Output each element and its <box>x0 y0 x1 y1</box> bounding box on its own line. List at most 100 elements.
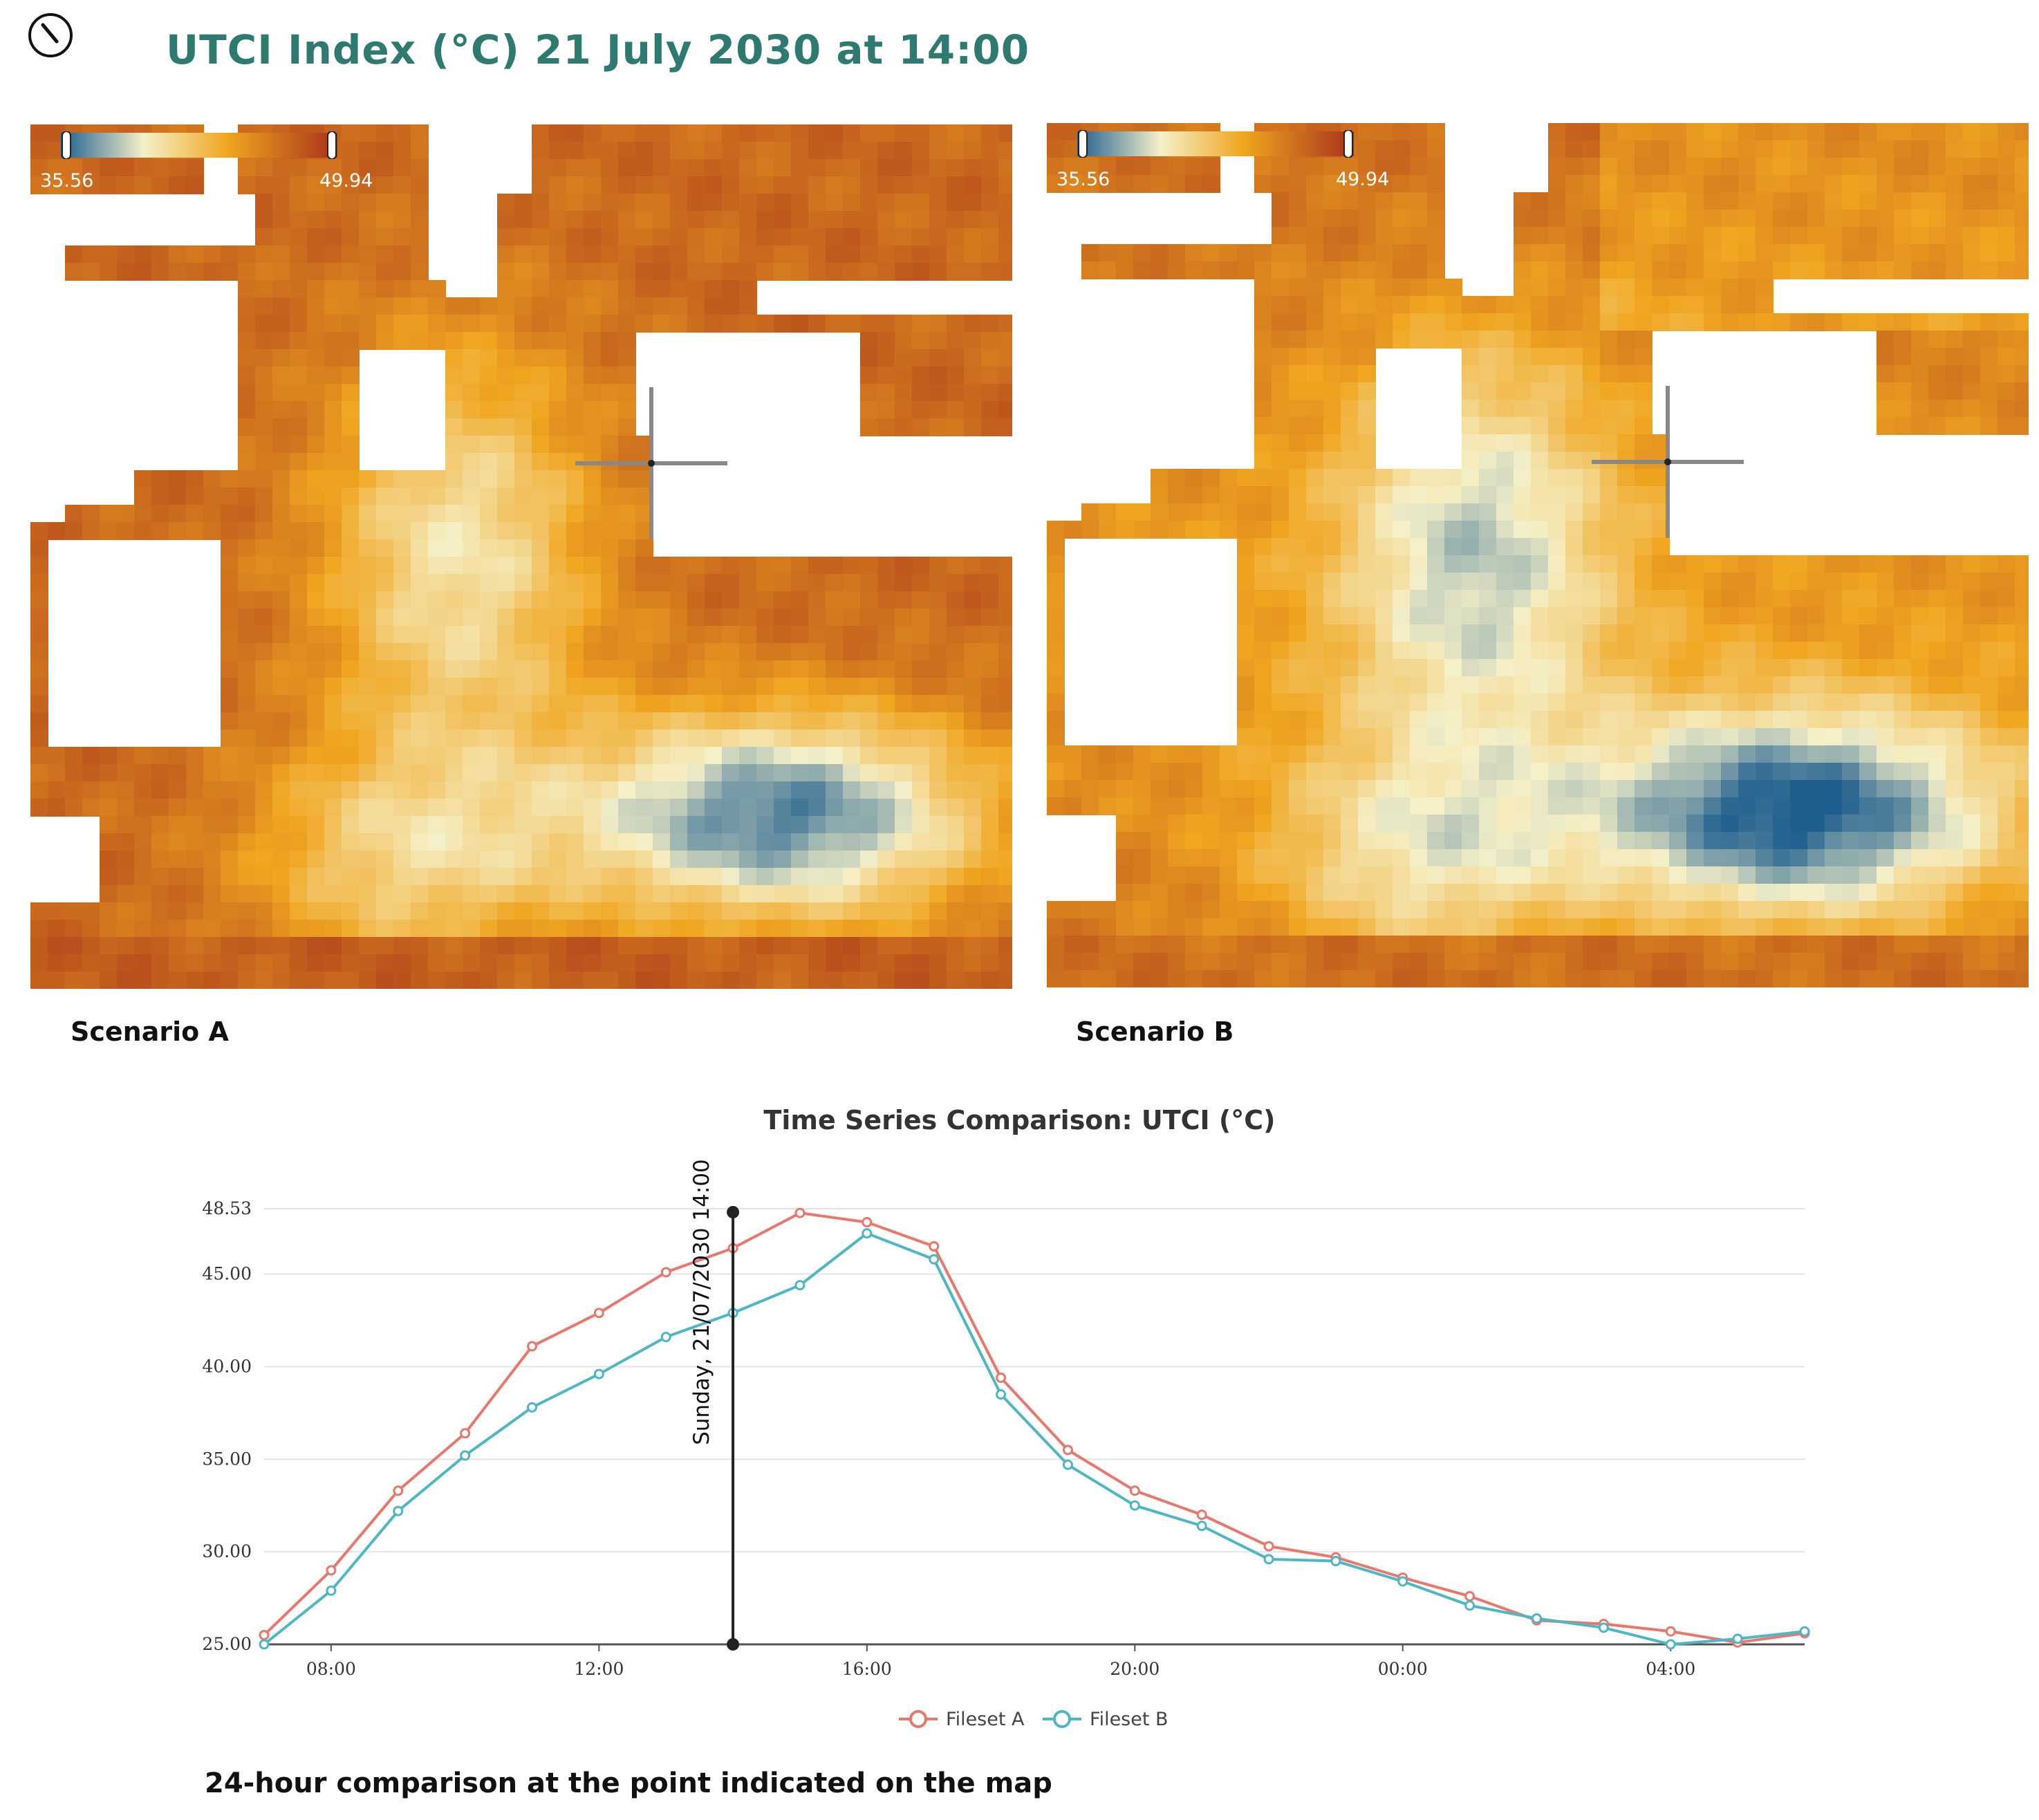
heatmap-cell <box>1272 607 1289 625</box>
heatmap-cell <box>30 902 48 920</box>
heatmap-cell <box>1790 175 1808 193</box>
heatmap-cell <box>1686 607 1704 625</box>
heatmap-cell <box>601 695 619 713</box>
heatmap-cell <box>895 124 913 142</box>
heatmap-cell <box>566 263 584 281</box>
heatmap-cell <box>514 436 532 454</box>
heatmap-cell <box>1652 642 1670 660</box>
heatmap-cell <box>1877 590 1894 608</box>
heatmap-cell <box>566 488 584 505</box>
heatmap-cell <box>428 730 446 748</box>
heatmap-cell <box>739 124 757 142</box>
heatmap-cell <box>1963 676 1981 694</box>
heatmap-cell <box>1859 918 1877 936</box>
heatmap-cell <box>1583 313 1601 331</box>
heatmap-cell <box>186 470 204 488</box>
heatmap-cell <box>1807 590 1825 608</box>
heatmap-cell <box>964 660 982 678</box>
heatmap-cell <box>324 851 342 869</box>
heatmap-cell <box>238 557 256 575</box>
scenario-a-map[interactable]: 35.56 49.94 <box>30 124 1012 989</box>
heatmap-cell <box>1600 296 1618 314</box>
scenario-b-map[interactable]: 35.56 49.94 <box>1047 123 2029 987</box>
heatmap-cell <box>1998 866 2015 884</box>
heatmap-cell <box>1738 261 1756 279</box>
heatmap-cell <box>359 833 377 851</box>
heatmap-cell <box>1756 313 1773 331</box>
heatmap-cell <box>1963 365 1981 383</box>
heatmap-cell <box>1669 227 1687 245</box>
heatmap-cell <box>151 920 169 938</box>
heatmap-cell <box>342 332 360 350</box>
heatmap-cell <box>186 799 204 817</box>
heatmap-cell <box>393 747 411 765</box>
heatmap-cell <box>514 315 532 333</box>
heatmap-cell <box>722 920 740 938</box>
heatmap-cell <box>1600 745 1618 763</box>
heatmap-cell <box>497 194 515 212</box>
heatmap-cell <box>895 695 913 713</box>
heatmap-cell <box>1600 849 1618 867</box>
heatmap-cell <box>393 263 411 281</box>
heatmap-cell <box>808 159 826 177</box>
heatmap-cell <box>1496 624 1514 642</box>
heatmap-cell <box>203 851 221 869</box>
heatmap-cell <box>1565 797 1583 815</box>
heatmap-cell <box>1583 676 1601 694</box>
heatmap-cell <box>272 660 290 678</box>
heatmap-cell <box>722 678 740 696</box>
heatmap-cell <box>290 833 308 851</box>
heatmap-cell <box>791 799 809 817</box>
heatmap-cell <box>601 833 619 851</box>
heatmap-cell <box>756 591 774 609</box>
heatmap-cell <box>1583 970 1601 987</box>
heatmap-cell <box>1963 140 1981 158</box>
heatmap-cell <box>566 194 584 212</box>
heatmap-cell <box>445 384 463 402</box>
heatmap-cell <box>1721 573 1739 591</box>
y-tick-label: 48.53 <box>202 1198 252 1218</box>
heatmap-cell <box>1600 676 1618 694</box>
heatmap-cell <box>1410 728 1428 746</box>
heatmap-cell <box>1168 970 1186 987</box>
heatmap-cell <box>1272 884 1289 902</box>
heatmap-cell <box>1980 210 1998 228</box>
heatmap-cell <box>843 885 861 903</box>
heatmap-cell <box>981 124 999 142</box>
heatmap-cell <box>947 799 965 817</box>
heatmap-cell <box>1686 832 1704 850</box>
heatmap-cell <box>549 643 567 661</box>
heatmap-cell <box>1790 797 1808 815</box>
legend-marker <box>909 1710 927 1728</box>
heatmap-cell <box>1877 573 1894 591</box>
heatmap-cell <box>1946 348 1964 366</box>
heatmap-cell <box>411 263 429 281</box>
heatmap-cell <box>169 747 187 765</box>
heatmap-cell <box>1393 711 1410 729</box>
heatmap-cell <box>635 902 653 920</box>
heatmap-cell <box>1946 763 1964 781</box>
heatmap-cell <box>860 730 878 748</box>
heatmap-cell <box>687 937 705 955</box>
heatmap-cell <box>445 315 463 333</box>
heatmap-cell <box>1773 901 1791 919</box>
heatmap-cell <box>601 436 619 454</box>
heatmap-cell <box>1220 815 1238 833</box>
heatmap-cell <box>549 781 567 799</box>
heatmap-cell <box>532 453 550 471</box>
colorbar[interactable] <box>61 131 337 159</box>
heatmap-cell <box>1911 590 1929 608</box>
heatmap-cell <box>1341 175 1359 193</box>
heatmap-cell <box>1773 815 1791 833</box>
heatmap-cell <box>1790 624 1808 642</box>
heatmap-cell <box>532 920 550 938</box>
colorbar[interactable] <box>1077 130 1354 158</box>
heatmap-cell <box>2015 158 2029 176</box>
heatmap-cell <box>843 557 861 575</box>
heatmap-cell <box>1600 815 1618 833</box>
heatmap-cell <box>1980 227 1998 245</box>
heatmap-cell <box>290 643 308 661</box>
heatmap-cell <box>1617 486 1635 504</box>
heatmap-cell <box>1565 936 1583 954</box>
heatmap-cell <box>393 712 411 730</box>
